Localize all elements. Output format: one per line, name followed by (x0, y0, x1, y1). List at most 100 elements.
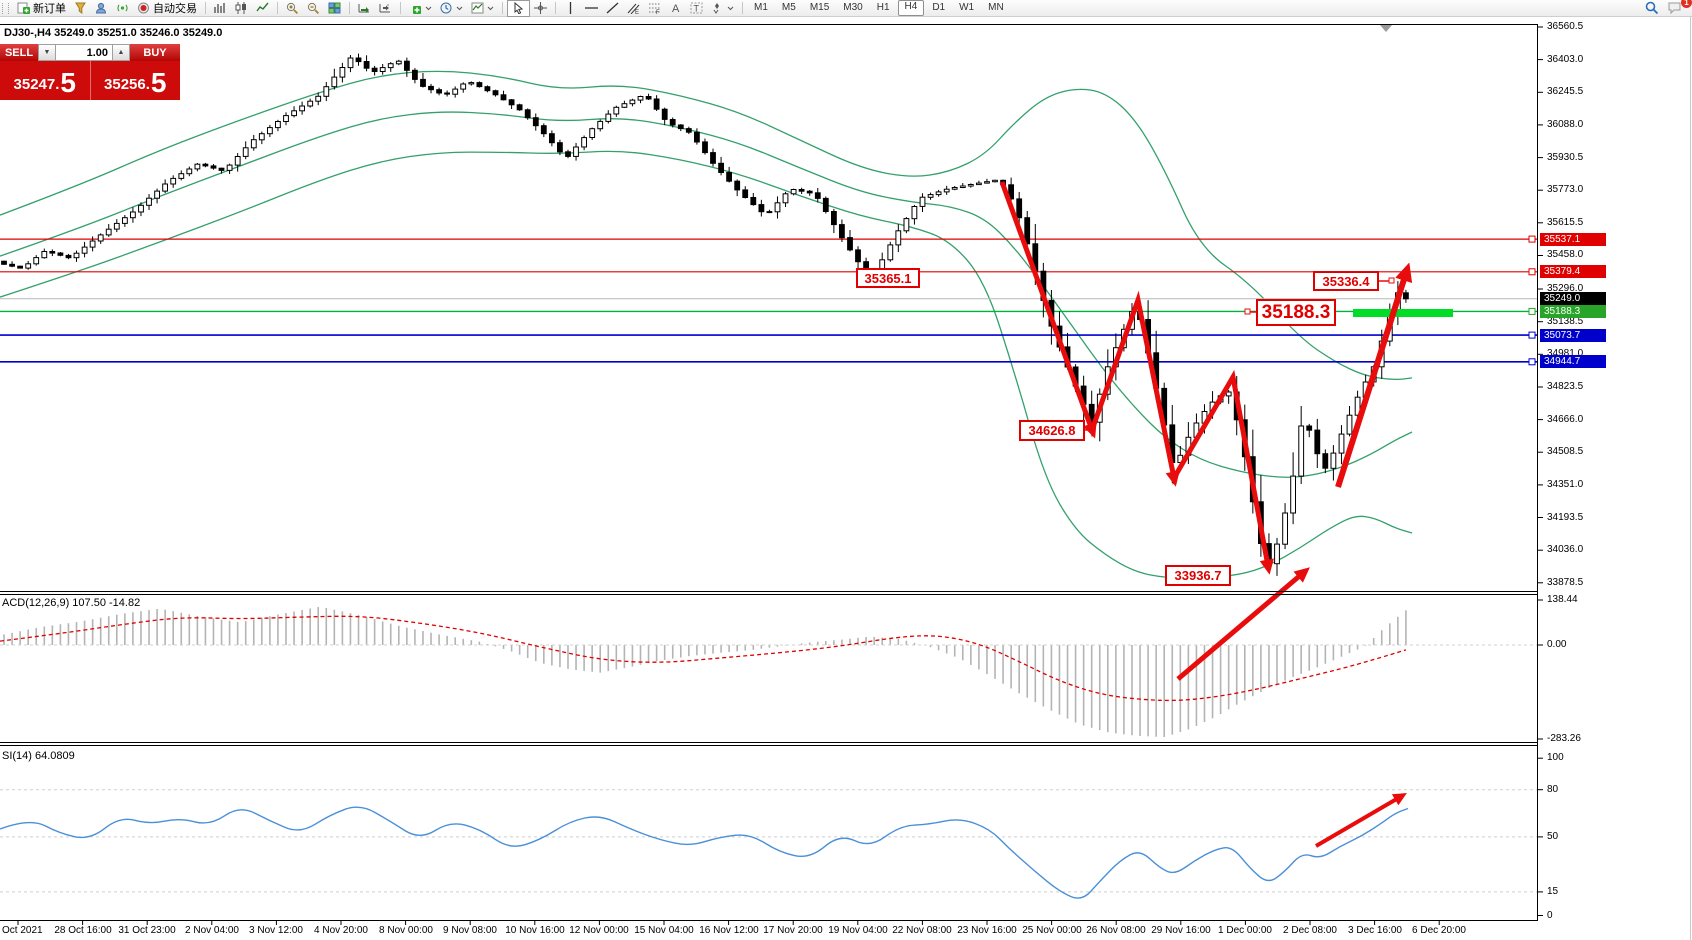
line-anchor-square[interactable] (1528, 307, 1536, 315)
timeframe-W1[interactable]: W1 (959, 2, 975, 13)
new-order-button[interactable]: 新订单 (13, 1, 70, 16)
volume-decrease-button[interactable]: ▼ (38, 44, 56, 61)
sell-button[interactable]: SELL (0, 44, 38, 61)
periods-clock-icon (440, 2, 453, 14)
main-up-trend-arrow[interactable] (1335, 272, 1409, 488)
svg-text:E: E (635, 10, 639, 14)
label-tool[interactable]: T (686, 1, 707, 16)
tile-windows-button[interactable] (324, 1, 345, 16)
rsi-line (0, 806, 1409, 899)
auto-scroll-button[interactable] (354, 1, 375, 16)
y-axis-label: 36403.0 (1547, 54, 1584, 65)
timeframe-M5[interactable]: M5 (781, 2, 796, 13)
line-anchor-square[interactable] (1528, 331, 1536, 339)
price-badge-35188.3: 35188.3 (1540, 305, 1606, 318)
cursor-tool-button[interactable] (507, 0, 530, 17)
line-anchor-square[interactable] (1528, 235, 1536, 243)
x-axis-label: 2 Dec 08:00 (1283, 925, 1337, 936)
price-callout-35336.4[interactable]: 35336.4 (1313, 271, 1379, 291)
rsi-axis-label: 15 (1547, 886, 1559, 897)
timeframe-MN[interactable]: MN (988, 2, 1004, 13)
rsi-up-arrow[interactable] (1314, 795, 1402, 848)
shapes-icon (711, 2, 724, 14)
line-anchor-square[interactable] (1528, 268, 1536, 276)
toolbar-grip[interactable] (2, 2, 9, 14)
price-badge-35537.1: 35537.1 (1540, 233, 1606, 246)
timeframe-M15[interactable]: M15 (809, 2, 830, 13)
bar-chart-button[interactable] (210, 1, 231, 16)
text-icon: A (669, 2, 682, 14)
trendline-tool[interactable] (602, 1, 623, 16)
tile-windows-icon (328, 2, 341, 14)
bollinger-upper-band[interactable] (0, 70, 1413, 380)
x-axis-label: 3 Dec 16:00 (1348, 925, 1402, 936)
rsi-axis-label: 50 (1547, 831, 1559, 842)
indicators-button[interactable] (405, 1, 436, 16)
profile-button[interactable] (91, 1, 112, 16)
channel-tool[interactable]: E (623, 1, 644, 16)
zigzag-pattern[interactable] (999, 181, 1271, 567)
price-divider (89, 61, 91, 100)
macd-signal-line (0, 615, 1407, 702)
x-axis-label: 22 Nov 08:00 (892, 925, 952, 936)
macd-up-arrow[interactable] (1176, 571, 1305, 681)
timeframe-D1[interactable]: D1 (932, 2, 946, 13)
zoom-in-button[interactable] (282, 1, 303, 16)
price-callout-33936.7[interactable]: 33936.7 (1165, 565, 1231, 586)
timeframe-M1[interactable]: M1 (754, 2, 768, 13)
zoom-out-button[interactable] (303, 1, 324, 16)
sell-price[interactable]: 35247. 5 (0, 61, 90, 100)
timeframe-H4[interactable]: H4 (897, 0, 925, 16)
timeframe-M30[interactable]: M30 (843, 2, 863, 13)
bollinger-middle-band[interactable] (0, 111, 1413, 478)
price-callout-35188.3[interactable]: 35188.3 (1256, 299, 1336, 326)
buy-button[interactable]: BUY (130, 44, 180, 61)
line-anchor-square[interactable] (1528, 358, 1536, 366)
candlestick-button[interactable] (231, 1, 252, 16)
chart-shift-marker-icon[interactable] (1380, 25, 1392, 32)
notifications-icon[interactable]: 1 (1668, 0, 1692, 14)
x-axis-label: 17 Nov 20:00 (763, 925, 823, 936)
timeframe-H1[interactable]: H1 (876, 2, 890, 13)
funnel-button[interactable] (70, 1, 91, 16)
templates-button[interactable] (467, 1, 498, 16)
buy-price[interactable]: 35256. 5 (91, 61, 181, 100)
green-highlight-bar[interactable] (1353, 309, 1453, 317)
toolbar-separator (349, 2, 350, 14)
toolbar-separator (205, 2, 206, 14)
line-chart-button[interactable] (252, 1, 273, 16)
volume-increase-button[interactable]: ▲ (112, 44, 130, 61)
bollinger-lower-band[interactable] (0, 150, 1413, 579)
candlestick-series[interactable] (1, 53, 1409, 576)
zoom-out-icon (307, 2, 320, 14)
label-icon: T (690, 2, 703, 14)
y-axis-label: 35773.0 (1547, 184, 1584, 195)
text-tool[interactable]: A (665, 1, 686, 16)
horizontal-line-tool[interactable] (581, 1, 602, 16)
channel-icon: E (627, 2, 640, 14)
signal-button[interactable] (112, 1, 133, 16)
shapes-tool[interactable] (707, 1, 738, 16)
new-order-label: 新订单 (33, 3, 66, 15)
crosshair-tool-button[interactable] (530, 1, 551, 16)
search-icon[interactable] (1645, 1, 1659, 14)
x-axis-label: 6 Dec 20:00 (1412, 925, 1466, 936)
y-axis-label: 36088.0 (1547, 119, 1584, 130)
volume-input[interactable] (56, 44, 112, 61)
price-callout-34626.8[interactable]: 34626.8 (1019, 420, 1085, 441)
x-axis-label: 9 Nov 08:00 (443, 925, 497, 936)
autotrading-label: 自动交易 (153, 3, 197, 15)
vertical-line-tool[interactable] (560, 1, 581, 16)
y-axis-label: 35615.5 (1547, 217, 1584, 228)
autotrading-button[interactable]: 自动交易 (133, 1, 201, 16)
price-callout-35365.1[interactable]: 35365.1 (856, 268, 920, 288)
line-chart-icon (256, 2, 269, 14)
arrow-head-icon (1391, 793, 1407, 806)
fibonacci-tool[interactable]: F (644, 1, 665, 16)
periods-button[interactable] (436, 1, 467, 16)
cursor-icon (512, 2, 525, 14)
x-axis-label: 10 Nov 16:00 (505, 925, 565, 936)
chart-shift-button[interactable] (375, 1, 396, 16)
sell-price-big-digit: 5 (60, 67, 76, 98)
